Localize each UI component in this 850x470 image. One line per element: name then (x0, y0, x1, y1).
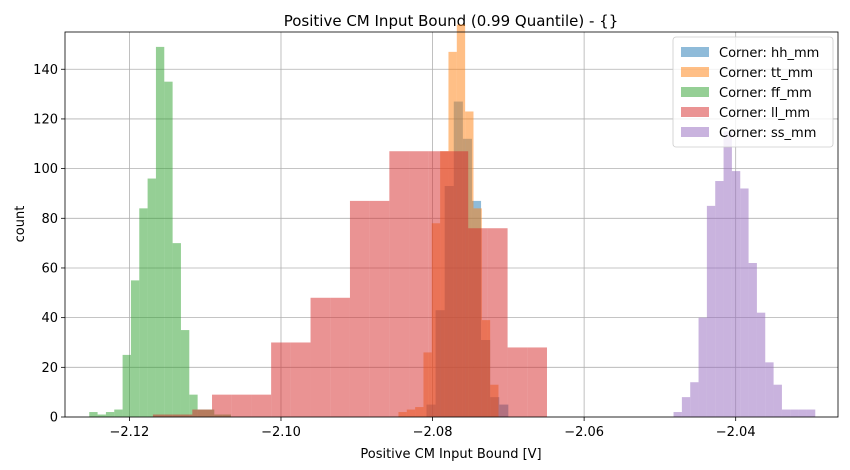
legend-entry-label: Corner: ff_mm (719, 86, 812, 101)
histogram-bar (105, 412, 115, 417)
y-tick-label: 60 (41, 261, 58, 276)
legend-box (672, 36, 834, 148)
histogram-bar (180, 330, 190, 417)
chart-title: Positive CM Input Bound (0.99 Quantile) … (284, 12, 619, 30)
x-tick-label: −2.10 (261, 425, 301, 440)
legend-entry-label: Corner: hh_mm (719, 46, 819, 61)
histogram-bar (781, 409, 791, 417)
histogram-bar (130, 280, 140, 417)
histogram-bar (164, 81, 173, 417)
histogram-bar (698, 317, 707, 417)
histogram-bar (189, 394, 198, 417)
plot-frame (64, 31, 839, 418)
x-tick-label: −2.12 (109, 425, 149, 440)
x-axis-label: Positive CM Input Bound [V] (360, 447, 541, 462)
histogram-bar (765, 362, 774, 417)
histogram-bar (89, 412, 98, 417)
histogram-bar (706, 205, 716, 417)
histogram-bar (310, 297, 331, 417)
histogram-bar (673, 412, 682, 417)
legend-entry-label: Corner: ll_mm (719, 106, 810, 121)
histogram-bar (389, 151, 410, 417)
histogram-bar (251, 394, 272, 417)
histogram-bar (97, 414, 106, 417)
histogram-bar (756, 312, 766, 417)
histogram-bar (448, 151, 469, 417)
x-tick-label: −2.04 (716, 425, 756, 440)
histogram-bar (806, 409, 816, 417)
legend-swatch (681, 87, 709, 97)
histogram-bar (122, 354, 131, 417)
histogram-bar (155, 46, 165, 417)
x-axis-ticks: −2.12 −2.10 −2.08 −2.06 −2.04 (109, 417, 756, 440)
histogram-bar (681, 397, 691, 417)
x-tick-label: −2.08 (413, 425, 453, 440)
histogram-bar (172, 243, 181, 417)
legend-entry-label: Corner: ss_mm (719, 126, 816, 141)
legend-swatch (681, 107, 709, 117)
histogram-bar (369, 200, 390, 417)
histogram-bar (487, 228, 508, 417)
histogram-bar (409, 151, 429, 417)
histogram-bar (798, 409, 807, 417)
histogram-bar (740, 188, 749, 417)
y-tick-label: 100 (33, 162, 58, 177)
histogram-bar (271, 342, 291, 417)
histogram-bar (507, 347, 528, 417)
histogram-bar (212, 394, 232, 417)
histogram-bar (330, 297, 350, 417)
y-tick-label: 80 (41, 212, 58, 227)
histogram-bar (231, 394, 252, 417)
legend-entry-label: Corner: tt_mm (719, 66, 813, 81)
y-tick-label: 120 (33, 112, 58, 127)
legend-swatch (681, 127, 709, 137)
histogram-bar (527, 347, 547, 417)
histogram-bar (723, 131, 732, 417)
histogram-bar (748, 263, 757, 417)
y-tick-label: 20 (41, 361, 58, 376)
histogram-bar (114, 409, 123, 417)
histogram-bar (147, 178, 156, 417)
x-tick-label: −2.06 (564, 425, 604, 440)
histogram-bar (290, 342, 311, 417)
histogram-bars (89, 24, 816, 417)
histogram-bar (349, 200, 370, 417)
legend-swatch (681, 47, 709, 57)
y-axis-label: count (13, 206, 28, 243)
histogram-bar (152, 414, 173, 417)
histogram-bar (428, 151, 449, 417)
histogram-bar (192, 409, 213, 417)
histogram-bar (773, 384, 782, 417)
histogram-bar (172, 414, 193, 417)
y-tick-label: 0 (50, 411, 58, 426)
legend: Corner: hh_mm Corner: tt_mm Corner: ff_mm C… (672, 36, 834, 148)
histogram-bar (790, 409, 799, 417)
series-corner-ss-mm (673, 131, 816, 417)
histogram-bar (715, 181, 724, 417)
histogram-bar (731, 171, 741, 417)
legend-swatch (681, 67, 709, 77)
y-axis-ticks: 0 20 40 60 80 100 120 140 (33, 63, 65, 426)
histogram-bar (690, 382, 699, 417)
y-tick-label: 140 (33, 63, 58, 78)
y-tick-label: 40 (41, 311, 58, 326)
histogram-bar (139, 208, 148, 417)
histogram-bar (468, 228, 488, 417)
series-corner-ll-mm (152, 151, 547, 417)
